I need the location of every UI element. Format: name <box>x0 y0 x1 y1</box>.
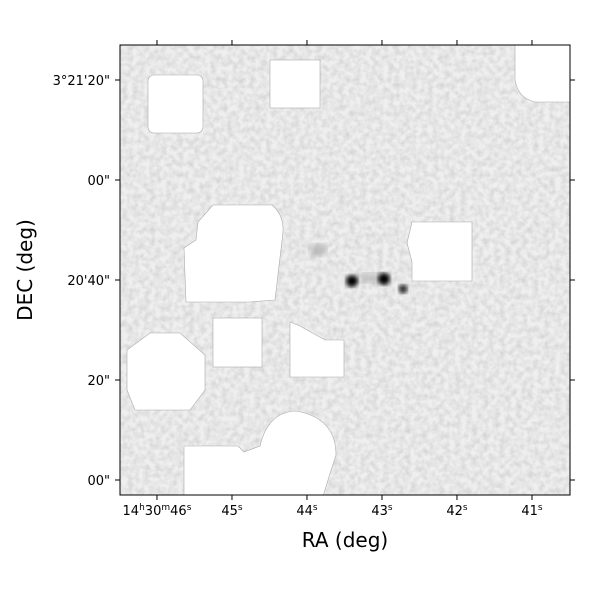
y-tick-label: 3°21'20" <box>53 74 110 89</box>
x-tick-label: 43s <box>371 503 393 519</box>
y-tick-label: 20'40" <box>67 274 110 289</box>
x-tick-label: 14h30m46s <box>123 503 192 519</box>
y-tick-label: 20" <box>87 374 110 389</box>
y-tick-label: 00" <box>87 474 110 489</box>
x-tick-label: 44s <box>296 503 318 519</box>
y-axis-label: DEC (deg) <box>13 219 37 321</box>
x-axis-label: RA (deg) <box>302 528 388 552</box>
x-tick-label: 41s <box>521 503 543 519</box>
y-tick-label: 00" <box>87 174 110 189</box>
sky-image <box>120 45 570 495</box>
x-tick-label: 45s <box>221 503 243 519</box>
axes-frame <box>119 44 571 496</box>
x-tick-label: 42s <box>446 503 468 519</box>
